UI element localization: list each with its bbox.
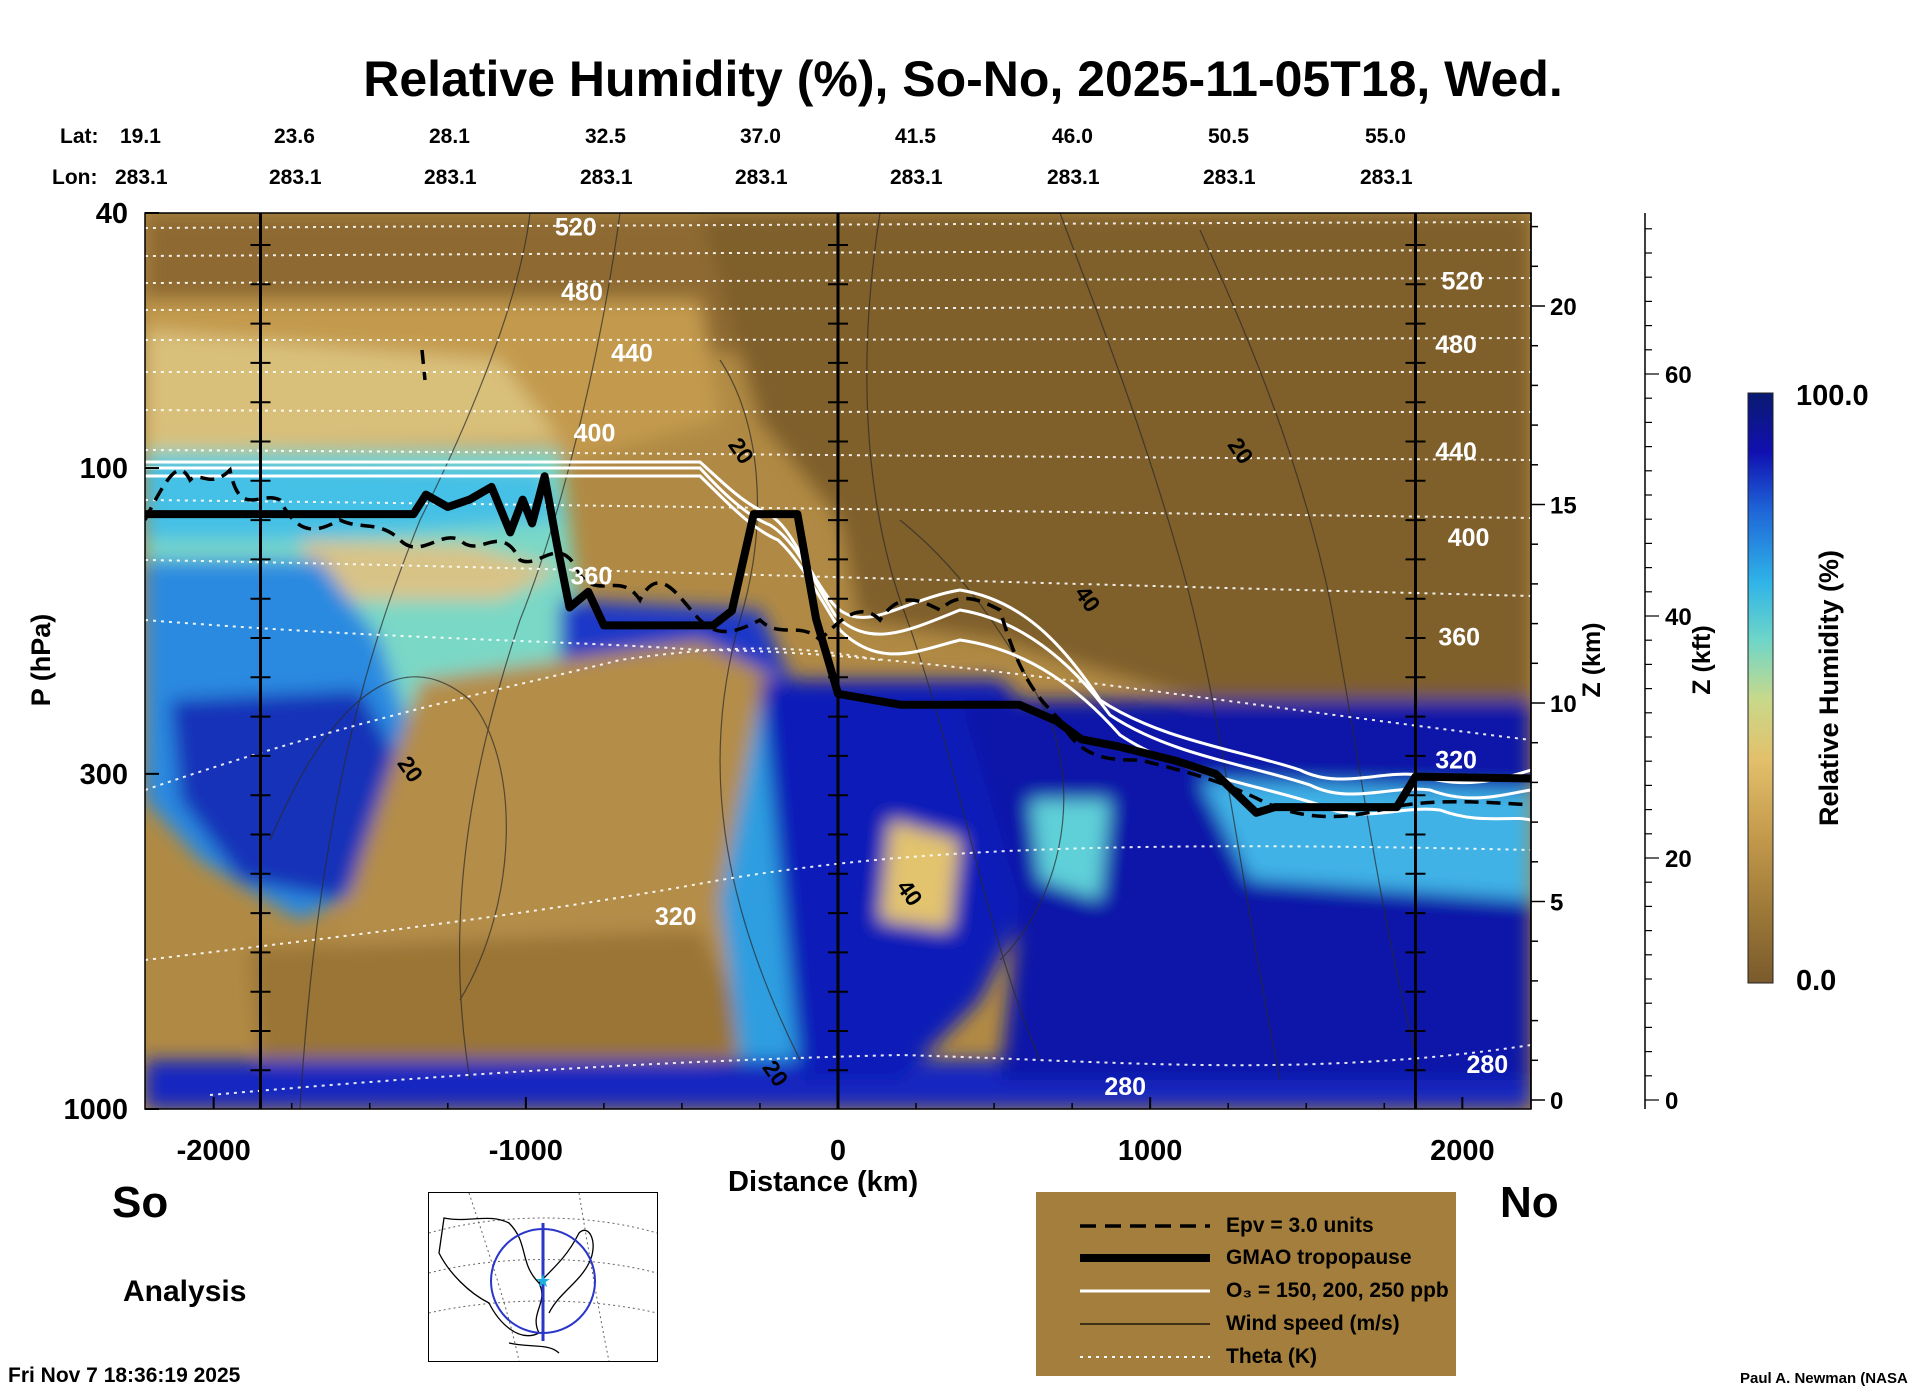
y-axis-label: P (hPa) — [26, 614, 56, 707]
theta-label: 440 — [611, 339, 653, 367]
lon-value: 283.1 — [269, 166, 322, 189]
y-axis: 40 100 300 1000 — [63, 198, 159, 1126]
theta-label: 400 — [1448, 524, 1490, 552]
south-label: So — [112, 1178, 169, 1227]
lon-value: 283.1 — [1203, 166, 1256, 189]
colorbar: 100.0 0.0 Relative Humidity (%) — [1747, 380, 1869, 997]
x-tick-label: -1000 — [489, 1135, 563, 1167]
x-tick-label: 2000 — [1430, 1135, 1495, 1167]
locator-map-drawing: ★ — [428, 1192, 658, 1362]
legend-label: GMAO tropopause — [1226, 1246, 1412, 1269]
legend-label: Wind speed (m/s) — [1226, 1312, 1400, 1335]
lat-value: 32.5 — [585, 125, 626, 148]
lat-value: 19.1 — [120, 125, 161, 148]
theta-label: 320 — [1435, 747, 1477, 775]
legend-label: O₃ = 150, 200, 250 ppb — [1226, 1279, 1449, 1302]
lon-value: 283.1 — [1360, 166, 1413, 189]
y-tick-label: 300 — [80, 759, 128, 791]
lat-label: Lat: — [60, 125, 99, 148]
ozone-contours — [145, 460, 1531, 822]
x-tick-label: 0 — [830, 1135, 846, 1167]
right-axis-km-label: Z (km) — [1578, 623, 1606, 698]
theta-label: 480 — [561, 278, 603, 306]
lon-value: 283.1 — [580, 166, 633, 189]
colorbar-min-label: 0.0 — [1796, 965, 1836, 997]
theta-labels: 520 480 440 400 360 320 280 280 520 480 440 400 360 3… — [555, 214, 1508, 1101]
theta-label: 360 — [1438, 623, 1480, 651]
right-axis-kft-tick-label: 20 — [1665, 846, 1692, 873]
theta-label: 320 — [655, 903, 697, 931]
right-axis-kft-label: Z (kft) — [1688, 625, 1716, 694]
y-tick-label: 40 — [96, 198, 128, 230]
section-vertical-lines — [250, 213, 1426, 1109]
colorbar-max-label: 100.0 — [1796, 380, 1869, 412]
right-axis-km: 0 5 10 15 20 — [1530, 213, 1577, 1115]
right-axis-km-tick-label: 5 — [1550, 890, 1563, 917]
theta-label: 480 — [1435, 331, 1477, 359]
legend-item-tropopause: GMAO tropopause — [1036, 1244, 1456, 1274]
center-star-icon: ★ — [535, 1271, 551, 1292]
epv-contour — [145, 349, 1531, 819]
lat-value: 23.6 — [274, 125, 315, 148]
author-credit: Paul A. Newman (NASA — [1740, 1370, 1908, 1387]
right-axis-kft-tick-label: 40 — [1665, 604, 1692, 631]
right-axis-kft-tick-label: 0 — [1665, 1088, 1678, 1115]
x-tick-label: 1000 — [1118, 1135, 1183, 1167]
lat-value: 37.0 — [740, 125, 781, 148]
lon-value: 283.1 — [424, 166, 477, 189]
locator-map: ★ — [428, 1192, 658, 1362]
lat-value: 41.5 — [895, 125, 936, 148]
theta-label: 440 — [1435, 438, 1477, 466]
lat-value: 55.0 — [1365, 125, 1406, 148]
x-axis: -2000 -1000 0 1000 2000 — [177, 1097, 1495, 1167]
legend-item-theta: Theta (K) — [1036, 1343, 1456, 1373]
theta-label: 360 — [571, 562, 613, 590]
lon-value: 283.1 — [735, 166, 788, 189]
analysis-label: Analysis — [123, 1275, 247, 1308]
lat-value: 50.5 — [1208, 125, 1249, 148]
right-axis-km-tick-label: 10 — [1550, 691, 1577, 718]
lon-value: 283.1 — [1047, 166, 1100, 189]
lon-label: Lon: — [52, 166, 98, 189]
theta-label: 520 — [555, 214, 597, 242]
right-axis-km-tick-label: 20 — [1550, 294, 1577, 321]
legend-item-wind: Wind speed (m/s) — [1036, 1310, 1456, 1340]
x-tick-label: -2000 — [177, 1135, 251, 1167]
theta-label: 280 — [1466, 1051, 1508, 1079]
x-axis-label: Distance (km) — [728, 1166, 919, 1198]
legend-label: Epv = 3.0 units — [1226, 1214, 1374, 1237]
theta-label: 520 — [1441, 268, 1483, 296]
y-tick-label: 1000 — [63, 1094, 128, 1126]
theta-label: 280 — [1104, 1073, 1146, 1101]
legend: Epv = 3.0 units GMAO tropopause O₃ = 150… — [1036, 1192, 1456, 1376]
theta-contours — [145, 221, 1531, 1096]
chart-title: Relative Humidity (%), So-No, 2025-11-05… — [363, 51, 1563, 107]
lat-value: 28.1 — [429, 125, 470, 148]
theta-label: 400 — [574, 419, 616, 447]
legend-item-ozone: O₃ = 150, 200, 250 ppb — [1036, 1277, 1456, 1307]
legend-item-epv: Epv = 3.0 units — [1036, 1212, 1456, 1242]
right-axis-kft-tick-label: 60 — [1665, 362, 1692, 389]
right-axis-kft: 0 20 40 60 — [1644, 213, 1692, 1115]
right-axis-km-tick-label: 15 — [1550, 493, 1577, 520]
right-axis-km-tick-label: 0 — [1550, 1088, 1563, 1115]
north-label: No — [1500, 1178, 1559, 1227]
lon-value: 283.1 — [115, 166, 168, 189]
gmao-tropopause-line — [145, 472, 1531, 817]
y-tick-label: 100 — [80, 453, 128, 485]
legend-label: Theta (K) — [1226, 1345, 1317, 1368]
lon-value: 283.1 — [890, 166, 943, 189]
colorbar-label: Relative Humidity (%) — [1814, 550, 1844, 826]
footer-timestamp: Fri Nov 7 18:36:19 2025 — [8, 1364, 241, 1387]
lat-value: 46.0 — [1052, 125, 1093, 148]
colorbar-gradient — [1747, 392, 1774, 984]
